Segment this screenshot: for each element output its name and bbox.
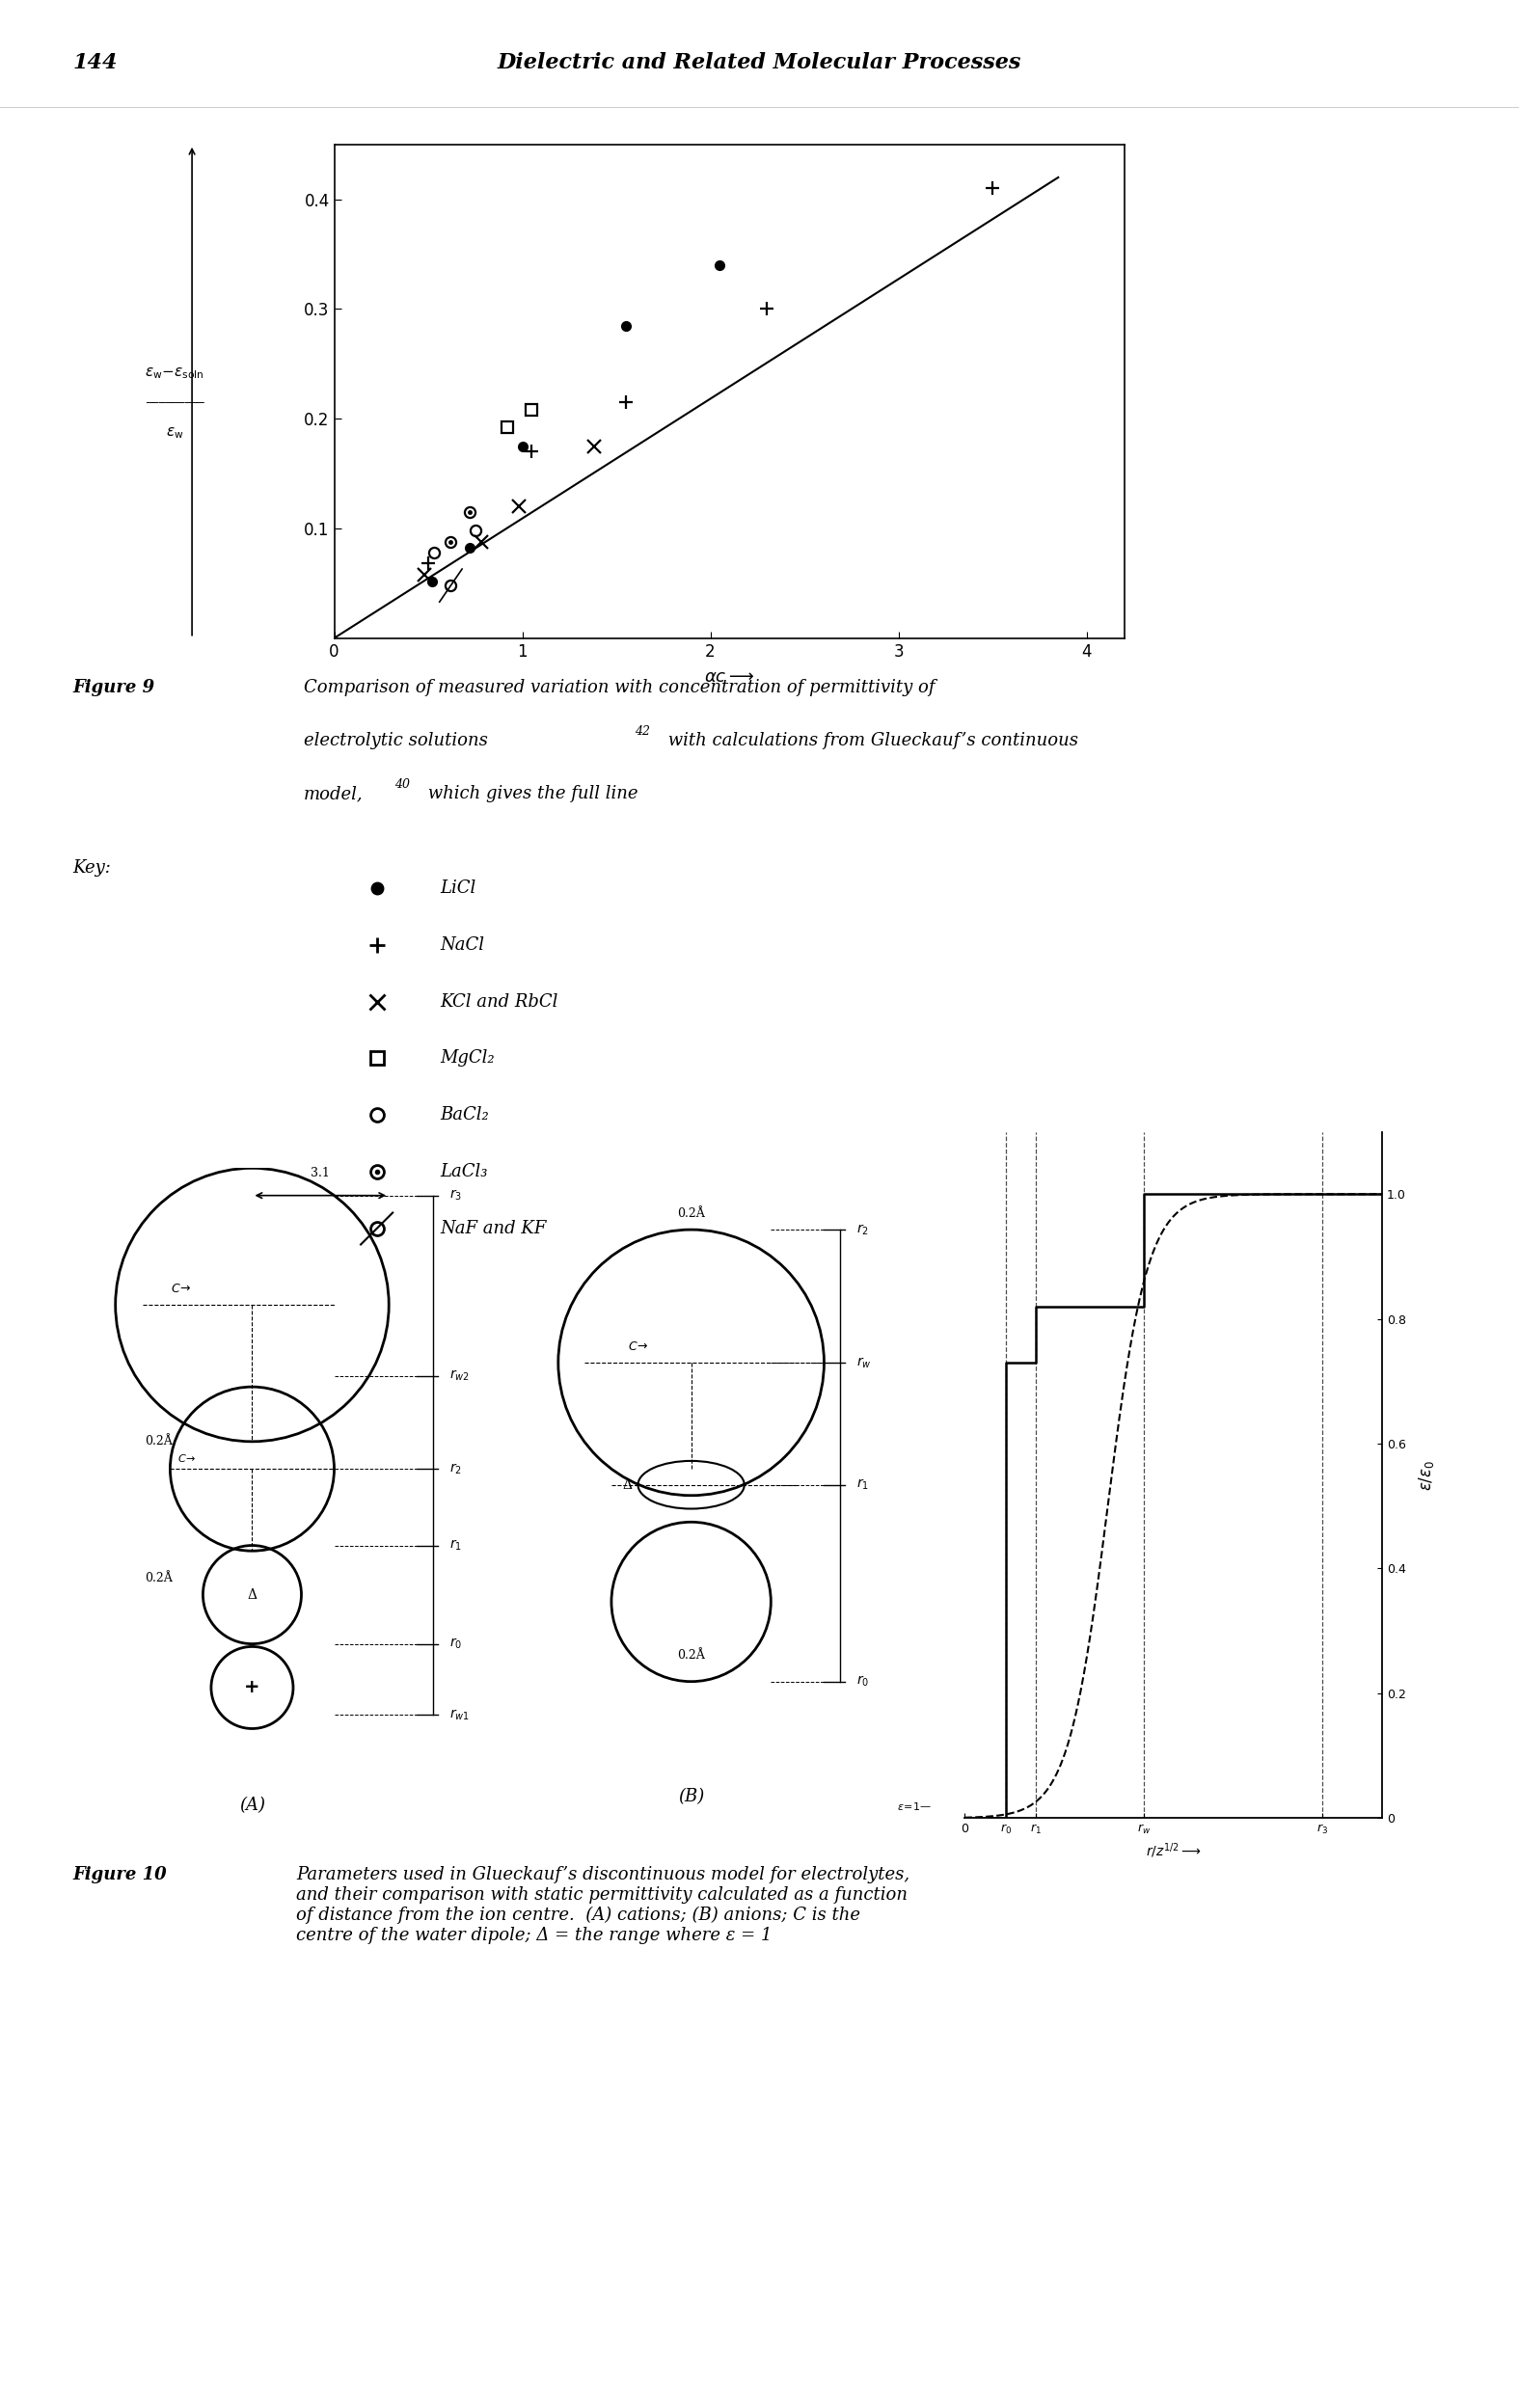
Text: Dielectric and Related Molecular Processes: Dielectric and Related Molecular Process… [498, 53, 1021, 72]
Text: $r_0$: $r_0$ [857, 1674, 869, 1688]
Text: Comparison of measured variation with concentration of permittivity of: Comparison of measured variation with co… [304, 679, 936, 696]
Text: $\varepsilon_{\rm w}$: $\varepsilon_{\rm w}$ [166, 426, 184, 441]
Text: $r_1$: $r_1$ [857, 1479, 869, 1493]
Text: $C\!\rightarrow$: $C\!\rightarrow$ [178, 1452, 196, 1464]
Y-axis label: $\varepsilon/\varepsilon_0$: $\varepsilon/\varepsilon_0$ [1417, 1459, 1437, 1491]
Text: Figure 10: Figure 10 [73, 1866, 167, 1883]
Text: (A): (A) [238, 1796, 266, 1813]
Text: $\varepsilon_{\rm w}{-}\varepsilon_{\rm soln}$: $\varepsilon_{\rm w}{-}\varepsilon_{\rm … [146, 366, 204, 380]
Text: $r_0$: $r_0$ [450, 1637, 462, 1652]
Text: NaCl: NaCl [441, 937, 485, 954]
Text: +: + [245, 1678, 260, 1698]
Text: LaCl₃: LaCl₃ [441, 1163, 488, 1180]
Text: with calculations from Glueckauf’s continuous: with calculations from Glueckauf’s conti… [662, 732, 1078, 749]
Text: $r_w$: $r_w$ [857, 1356, 870, 1370]
Text: LiCl: LiCl [441, 879, 477, 896]
Text: Figure 9: Figure 9 [73, 679, 155, 696]
Text: Key:: Key: [73, 860, 111, 877]
Text: 0.2Å: 0.2Å [677, 1649, 705, 1662]
Text: 144: 144 [73, 53, 118, 72]
Text: Δ: Δ [248, 1587, 257, 1601]
Text: $\varepsilon\!=\!1$—: $\varepsilon\!=\!1$— [896, 1801, 931, 1811]
Text: $r_{w1}$: $r_{w1}$ [450, 1707, 469, 1722]
Text: BaCl₂: BaCl₂ [441, 1105, 489, 1125]
Text: 3.1: 3.1 [311, 1165, 330, 1180]
Text: KCl and RbCl: KCl and RbCl [441, 992, 559, 1011]
Text: Δ: Δ [623, 1479, 632, 1491]
Text: (B): (B) [677, 1787, 705, 1806]
Text: Parameters used in Glueckauf’s discontinuous model for electrolytes,
and their c: Parameters used in Glueckauf’s discontin… [296, 1866, 910, 1943]
Text: ─────────: ───────── [146, 397, 204, 407]
Text: 0.2Å: 0.2Å [146, 1435, 173, 1447]
Text: $r_2$: $r_2$ [857, 1223, 869, 1238]
Text: $r_{w2}$: $r_{w2}$ [450, 1368, 469, 1382]
Text: electrolytic solutions: electrolytic solutions [304, 732, 488, 749]
X-axis label: $\alpha c \longrightarrow$: $\alpha c \longrightarrow$ [703, 667, 755, 686]
Text: 42: 42 [635, 725, 650, 737]
Text: 40: 40 [395, 778, 410, 790]
Text: $r_3$: $r_3$ [450, 1187, 462, 1204]
Text: 0.2Å: 0.2Å [146, 1572, 173, 1584]
Text: model,: model, [304, 785, 363, 802]
X-axis label: $r/z^{1/2} \longrightarrow$: $r/z^{1/2} \longrightarrow$ [1145, 1842, 1202, 1861]
Text: MgCl₂: MgCl₂ [441, 1050, 495, 1067]
Text: NaF and KF: NaF and KF [441, 1221, 547, 1238]
Text: $C\!\rightarrow$: $C\!\rightarrow$ [627, 1341, 649, 1353]
Text: which gives the full line: which gives the full line [422, 785, 638, 802]
Text: $r_2$: $r_2$ [450, 1462, 462, 1476]
Text: $C\!\rightarrow$: $C\!\rightarrow$ [172, 1281, 191, 1296]
Text: $r_1$: $r_1$ [450, 1539, 462, 1553]
Text: 0.2Å: 0.2Å [677, 1206, 705, 1221]
